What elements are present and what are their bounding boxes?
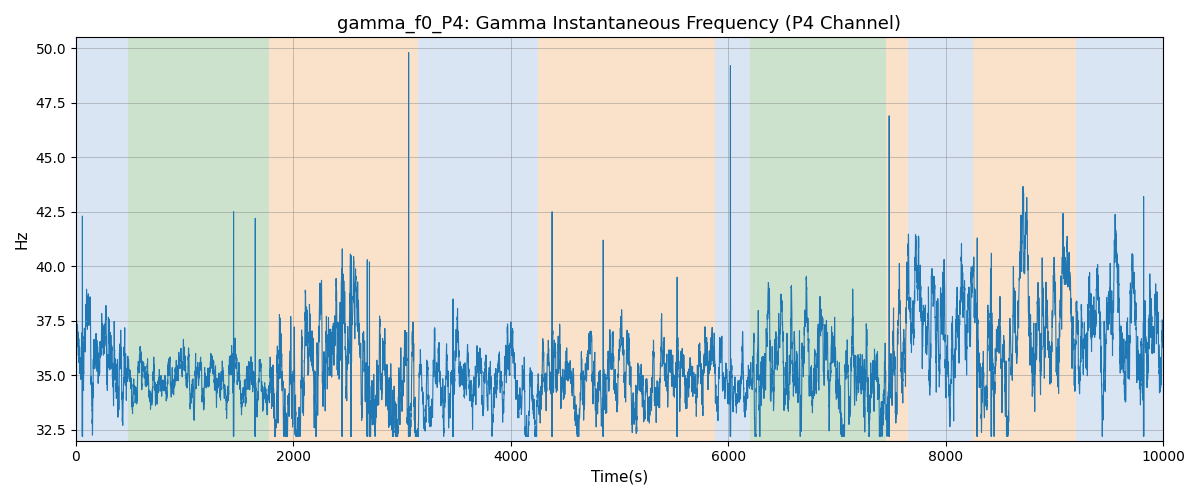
Bar	[886, 38, 907, 440]
X-axis label: Time(s): Time(s)	[590, 470, 648, 485]
Bar	[1076, 38, 1174, 440]
Y-axis label: Hz: Hz	[14, 230, 30, 249]
Bar	[419, 38, 538, 440]
Bar	[128, 38, 270, 440]
Bar	[270, 38, 419, 440]
Bar	[76, 38, 128, 440]
Bar	[715, 38, 750, 440]
Bar	[907, 38, 973, 440]
Title: gamma_f0_P4: Gamma Instantaneous Frequency (P4 Channel): gamma_f0_P4: Gamma Instantaneous Frequen…	[337, 15, 901, 34]
Bar	[750, 38, 886, 440]
Bar	[973, 38, 1076, 440]
Bar	[538, 38, 715, 440]
